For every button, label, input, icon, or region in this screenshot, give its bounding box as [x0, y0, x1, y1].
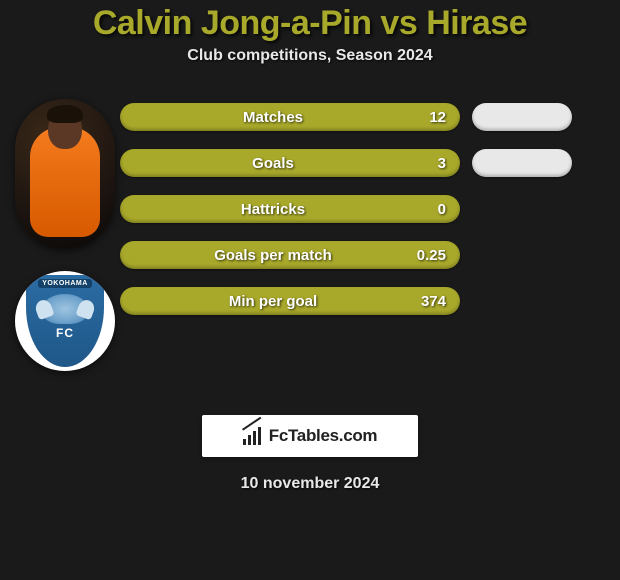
- stats-column: Matches12 Goals3 Hattricks0 Goals per match…: [120, 99, 610, 315]
- logo-chart-icon: [243, 427, 265, 445]
- stat-pill-left: Goals per match0.25: [120, 241, 460, 269]
- player1-hair: [47, 105, 83, 123]
- player1-avatar: [15, 99, 115, 249]
- infographic-root: Calvin Jong-a-Pin vs Hirase Club competi…: [0, 0, 620, 580]
- stat-value-left: 12: [412, 109, 446, 126]
- stat-pill-left: Goals3: [120, 149, 460, 177]
- stat-pill-right: [472, 103, 572, 131]
- stat-value-left: 3: [412, 155, 446, 172]
- stat-pill-left: Matches12: [120, 103, 460, 131]
- stat-row: Goals per match0.25: [120, 241, 610, 269]
- footer-logo: FcTables.com: [202, 415, 418, 457]
- stat-row: Hattricks0: [120, 195, 610, 223]
- footer-date: 10 november 2024: [0, 475, 620, 493]
- page-title: Calvin Jong-a-Pin vs Hirase: [0, 4, 620, 43]
- stat-label: Hattricks: [134, 201, 412, 218]
- stat-value-left: 374: [412, 293, 446, 310]
- stat-row: Matches12: [120, 103, 610, 131]
- stat-row: Goals3: [120, 149, 610, 177]
- stat-pill-left: Min per goal374: [120, 287, 460, 315]
- stat-value-left: 0.25: [412, 247, 446, 264]
- content-row: YOKOHAMA FC Matches12 Goals3 Hattricks0 Goa…: [0, 99, 620, 371]
- stat-label: Matches: [134, 109, 412, 126]
- stat-label: Min per goal: [134, 293, 412, 310]
- crest-shield: YOKOHAMA FC: [26, 275, 104, 367]
- stat-value-left: 0: [412, 201, 446, 218]
- page-subtitle: Club competitions, Season 2024: [0, 47, 620, 65]
- crest-fc-text: FC: [56, 326, 74, 340]
- crest-banner: YOKOHAMA: [38, 279, 92, 288]
- crest-wing-icon: [42, 294, 88, 324]
- stat-row: Min per goal374: [120, 287, 610, 315]
- stat-label: Goals per match: [134, 247, 412, 264]
- stat-pill-left: Hattricks0: [120, 195, 460, 223]
- avatars-column: YOKOHAMA FC: [10, 99, 120, 371]
- stat-pill-right: [472, 149, 572, 177]
- footer-logo-text: FcTables.com: [269, 426, 378, 446]
- stat-label: Goals: [134, 155, 412, 172]
- player2-crest: YOKOHAMA FC: [15, 271, 115, 371]
